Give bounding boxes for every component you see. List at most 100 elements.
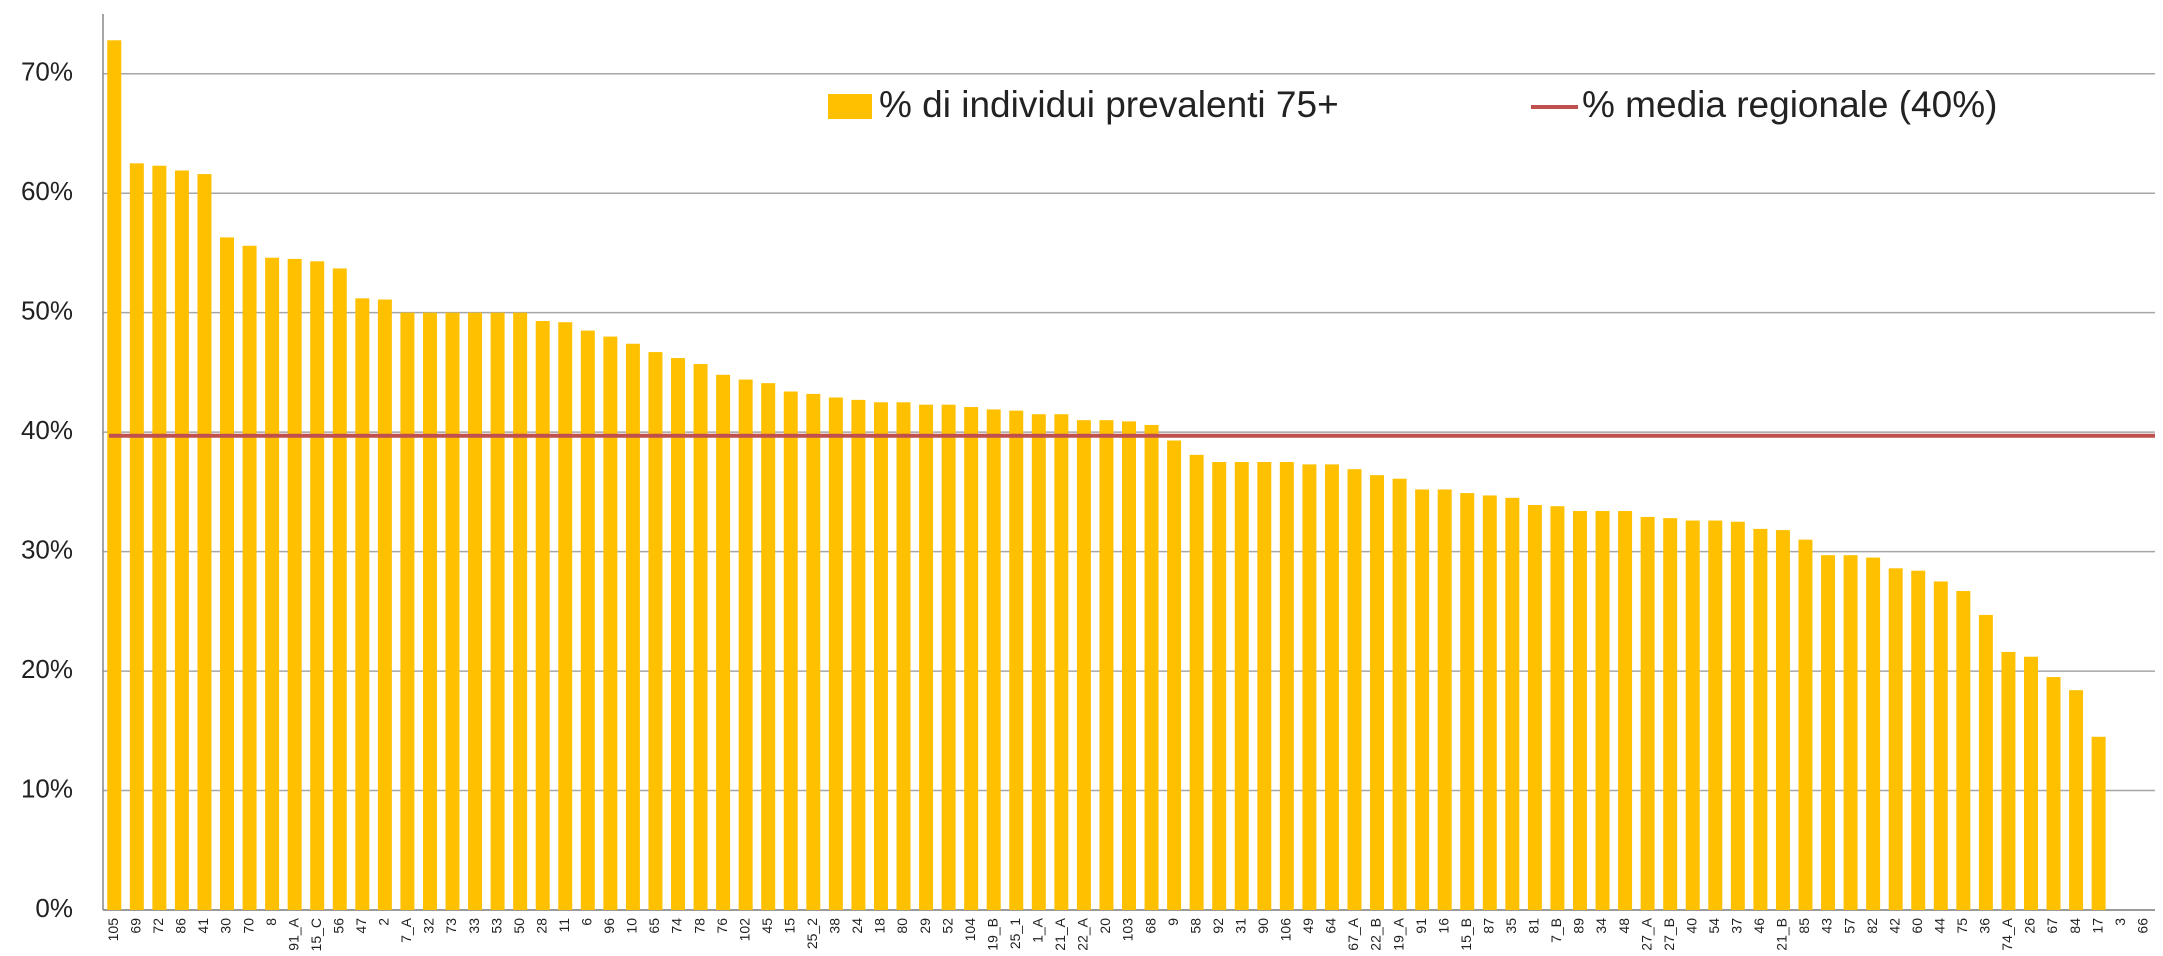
bar (1708, 520, 1723, 910)
bar (1866, 557, 1881, 910)
bar (1685, 520, 1700, 910)
legend-label: % di individui prevalenti 75+ (879, 84, 1339, 125)
bar (1302, 464, 1317, 910)
x-tick-label: 1_A (1030, 917, 1046, 943)
bar (1482, 495, 1497, 910)
bar (2023, 656, 2038, 910)
bar (851, 399, 866, 910)
x-tick-label: 82 (1864, 918, 1880, 934)
bar (1189, 454, 1204, 910)
x-tick-label: 49 (1300, 918, 1316, 934)
x-tick-label: 60 (1909, 918, 1925, 934)
x-tick-label: 74_A (1999, 917, 2015, 950)
bar (2046, 677, 2061, 910)
x-tick-label: 15_B (1458, 918, 1474, 951)
x-tick-label: 52 (939, 918, 955, 934)
x-tick-label: 53 (488, 918, 504, 934)
bar (468, 312, 483, 911)
x-tick-label: 21_A (1052, 917, 1068, 950)
y-tick-label: 20% (21, 654, 73, 684)
x-tick-label: 50 (511, 918, 527, 934)
bar (422, 312, 437, 911)
x-tick-label: 56 (330, 918, 346, 934)
x-tick-label: 18 (872, 918, 888, 934)
x-tick-label: 9 (1165, 918, 1181, 926)
bar (1460, 493, 1475, 910)
x-tick-label: 47 (353, 918, 369, 934)
bar (1370, 475, 1385, 910)
bar (1663, 518, 1678, 910)
x-tick-label: 33 (466, 918, 482, 934)
legend-label: % media regionale (40%) (1582, 84, 1997, 125)
y-tick-label: 0% (35, 893, 73, 923)
bar (332, 268, 347, 910)
x-tick-label: 58 (1187, 918, 1203, 934)
x-tick-label: 73 (443, 918, 459, 934)
legend-swatch (828, 94, 872, 119)
x-tick-label: 91_A (285, 917, 301, 950)
x-tick-label: 54 (1706, 918, 1722, 934)
bar (1257, 462, 1272, 910)
bar (2091, 736, 2106, 910)
bar (941, 404, 956, 910)
y-tick-label: 40% (21, 415, 73, 445)
y-tick-label: 70% (21, 57, 73, 87)
x-tick-label: 41 (195, 918, 211, 934)
bar (761, 383, 776, 911)
bar (964, 407, 979, 910)
x-tick-label: 44 (1931, 918, 1947, 934)
bar (1437, 489, 1452, 910)
x-tick-label: 48 (1616, 918, 1632, 934)
x-tick-label: 19_A (1390, 917, 1406, 950)
bar (1167, 440, 1182, 910)
bar (1911, 570, 1926, 910)
bar (1347, 469, 1362, 910)
bar (625, 343, 640, 910)
x-tick-label: 34 (1593, 918, 1609, 934)
bar (1505, 497, 1520, 910)
bar (1933, 581, 1948, 910)
bar (603, 336, 618, 910)
y-tick-label: 60% (21, 176, 73, 206)
x-tick-label: 85 (1796, 918, 1812, 934)
x-tick-label: 24 (849, 918, 865, 934)
x-tick-label: 91 (1413, 918, 1429, 934)
x-tick-label: 70 (240, 918, 256, 934)
x-tick-label: 7_A (398, 917, 414, 943)
bar (2001, 651, 2016, 910)
x-tick-label: 22_A (1075, 917, 1091, 950)
bar (152, 165, 167, 911)
x-tick-label: 19_B (984, 918, 1000, 951)
bar (648, 352, 663, 910)
bar (1888, 568, 1903, 910)
y-tick-label: 30% (21, 534, 73, 564)
x-tick-label: 15_C (308, 918, 324, 951)
x-tick-label: 7_B (1548, 918, 1564, 943)
x-tick-label: 32 (421, 918, 437, 934)
x-tick-label: 66 (2134, 918, 2150, 934)
bar (1730, 521, 1745, 910)
bar (174, 170, 189, 910)
bar (1212, 462, 1227, 910)
x-tick-label: 102 (736, 918, 752, 942)
bar (1843, 555, 1858, 910)
bar (1527, 505, 1542, 910)
bar (129, 163, 144, 911)
bar (1122, 421, 1136, 910)
x-tick-label: 89 (1571, 918, 1587, 934)
bar (1054, 414, 1069, 910)
x-tick-label: 92 (1210, 918, 1226, 934)
bar (1076, 420, 1091, 910)
x-tick-label: 80 (894, 918, 910, 934)
bar (1234, 462, 1249, 910)
x-tick-label: 84 (2067, 918, 2083, 934)
bar (1550, 506, 1565, 910)
bar (1392, 478, 1407, 910)
x-tick-label: 37 (1729, 918, 1745, 934)
bar (806, 393, 821, 910)
x-tick-label: 96 (601, 918, 617, 934)
bar (1572, 510, 1587, 910)
x-tick-label: 3 (2112, 918, 2128, 926)
bar (1978, 614, 1993, 910)
x-tick-label: 36 (1977, 918, 1993, 934)
